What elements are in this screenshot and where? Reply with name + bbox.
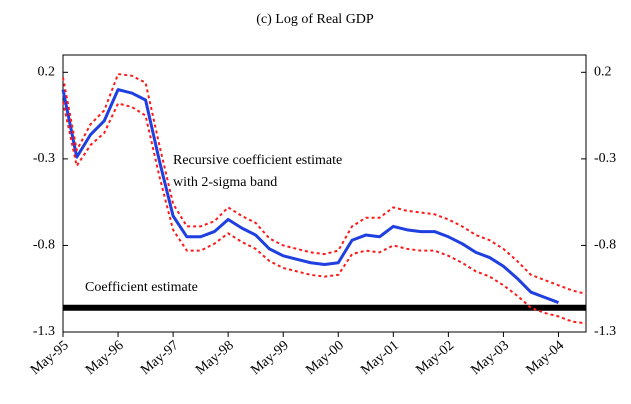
- x-tick-label: May-97: [138, 338, 182, 378]
- y-tick-label: -0.3: [33, 151, 55, 166]
- x-tick-label: May-03: [468, 338, 512, 378]
- series-line: [61, 88, 560, 304]
- x-tick-label: May-02: [413, 338, 457, 378]
- x-tick-label: May-95: [28, 338, 72, 378]
- x-tick-label: May-99: [248, 338, 292, 378]
- annotation: Recursive coefficient estimate: [173, 153, 342, 168]
- y2-tick-label: -0.3: [594, 151, 616, 166]
- y2-tick-label: -0.8: [594, 238, 616, 253]
- y-tick-label: 0.2: [38, 65, 56, 80]
- y2-tick-label: 0.2: [594, 65, 612, 80]
- series-line: [62, 101, 587, 325]
- plot-frame: [62, 54, 587, 333]
- series-line: [62, 73, 587, 295]
- chart-title: (c) Log of Real GDP: [256, 12, 374, 27]
- y-tick-label: -1.3: [33, 324, 55, 339]
- y-tick-label: -0.8: [33, 238, 55, 253]
- x-tick-label: May-01: [358, 338, 402, 378]
- x-tick-label: May-96: [83, 338, 127, 378]
- reference-label: Coefficient estimate: [85, 280, 198, 295]
- annotation: with 2-sigma band: [173, 175, 277, 190]
- x-tick-label: May-98: [193, 338, 237, 378]
- x-tick-label: May-00: [303, 338, 347, 378]
- x-tick-label: May-04: [524, 338, 568, 378]
- y2-tick-label: -1.3: [594, 324, 616, 339]
